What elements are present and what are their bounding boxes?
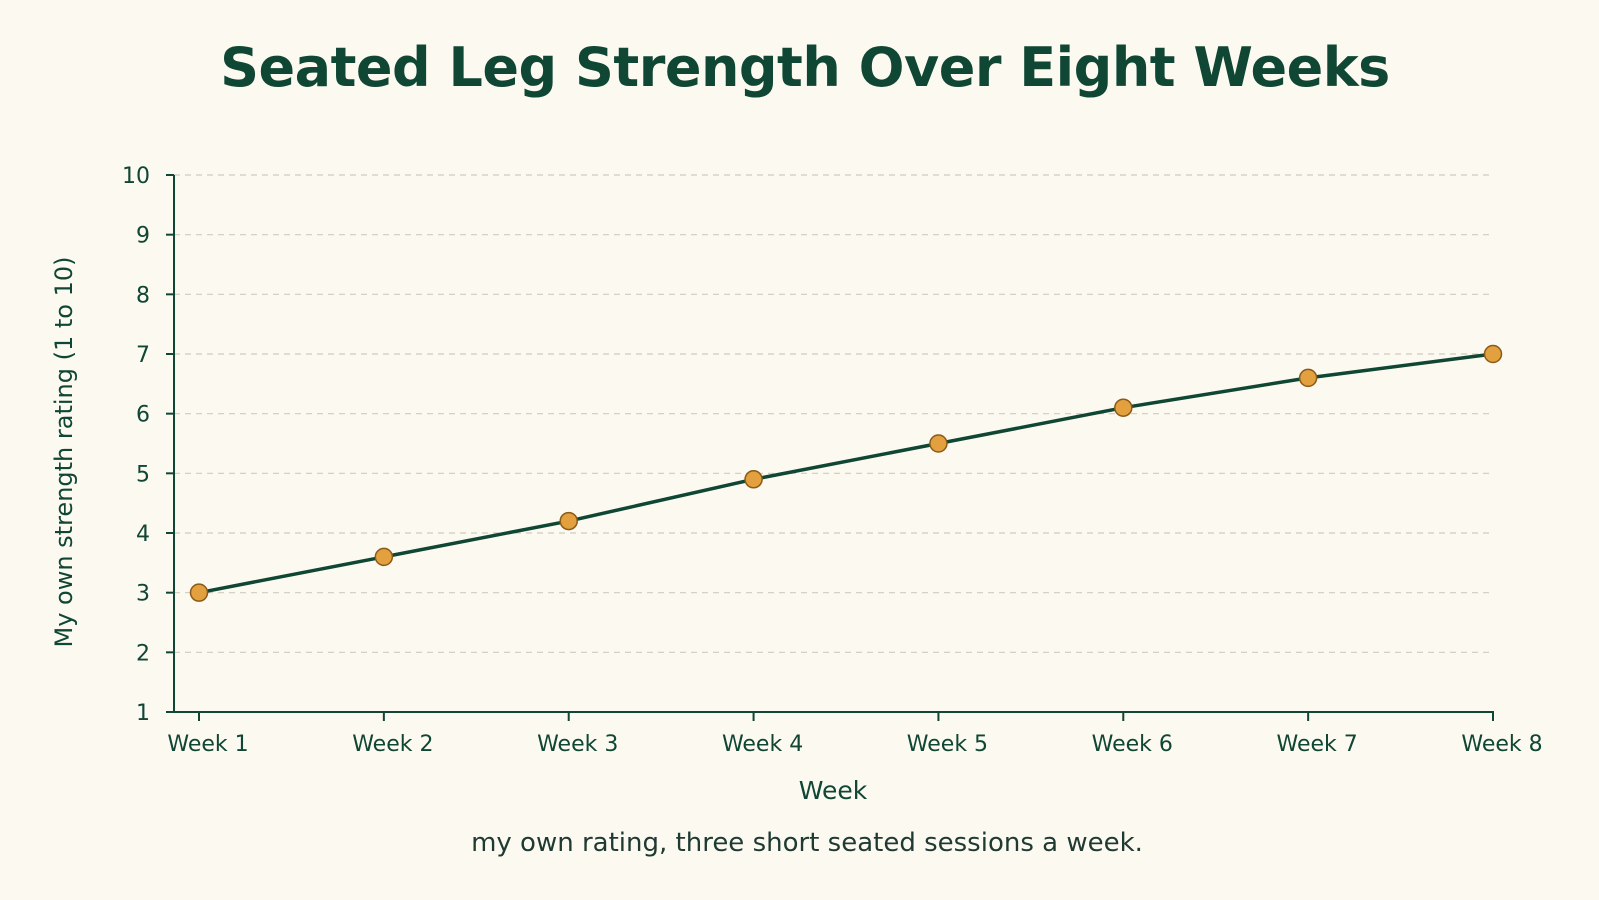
x-tick-label: Week 5 xyxy=(907,732,988,757)
data-point xyxy=(1483,344,1503,364)
x-tick-label: Week 8 xyxy=(1461,732,1542,757)
data-point xyxy=(1298,368,1318,388)
y-tick-label: 5 xyxy=(136,462,150,487)
data-point xyxy=(559,511,578,531)
series-line-group xyxy=(197,352,1495,595)
y-tick-label: 2 xyxy=(136,641,150,666)
x-tick-label: Week 1 xyxy=(167,732,248,757)
y-tick-label: 7 xyxy=(136,343,150,368)
chart-title: Seated Leg Strength Over Eight Weeks xyxy=(220,36,1390,99)
data-point xyxy=(189,583,209,602)
series-line xyxy=(197,352,1495,595)
x-tick-label: Week 7 xyxy=(1277,732,1358,757)
y-tick-label: 6 xyxy=(136,403,150,428)
gridlines xyxy=(174,174,1494,653)
y-tick-label: 1 xyxy=(136,701,150,726)
axes xyxy=(173,175,1494,713)
data-point xyxy=(1114,398,1133,417)
chart-caption: my own rating, three short seated sessio… xyxy=(471,828,1143,858)
data-point xyxy=(744,470,763,489)
x-axis-label: Week xyxy=(798,776,868,805)
y-tick-label: 9 xyxy=(136,224,150,249)
x-tick-label: Week 2 xyxy=(352,732,433,757)
data-points xyxy=(189,344,1503,602)
tick-labels: 1 2 3 4 5 6 7 8 9 10 Week 1 Week 2 Week 3 Week 4 Week … xyxy=(122,164,1543,757)
y-axis-label: My own strength rating (1 to 10) xyxy=(50,256,78,648)
data-point xyxy=(929,434,948,453)
y-tick-label: 10 xyxy=(122,164,150,189)
x-tick-label: Week 6 xyxy=(1092,732,1173,757)
y-tick-label: 8 xyxy=(136,283,150,308)
x-tick-label: Week 3 xyxy=(537,732,618,757)
y-tick-label: 3 xyxy=(136,582,150,607)
y-tick-label: 4 xyxy=(136,522,150,547)
x-tick-label: Week 4 xyxy=(722,732,803,757)
data-point xyxy=(374,547,394,567)
